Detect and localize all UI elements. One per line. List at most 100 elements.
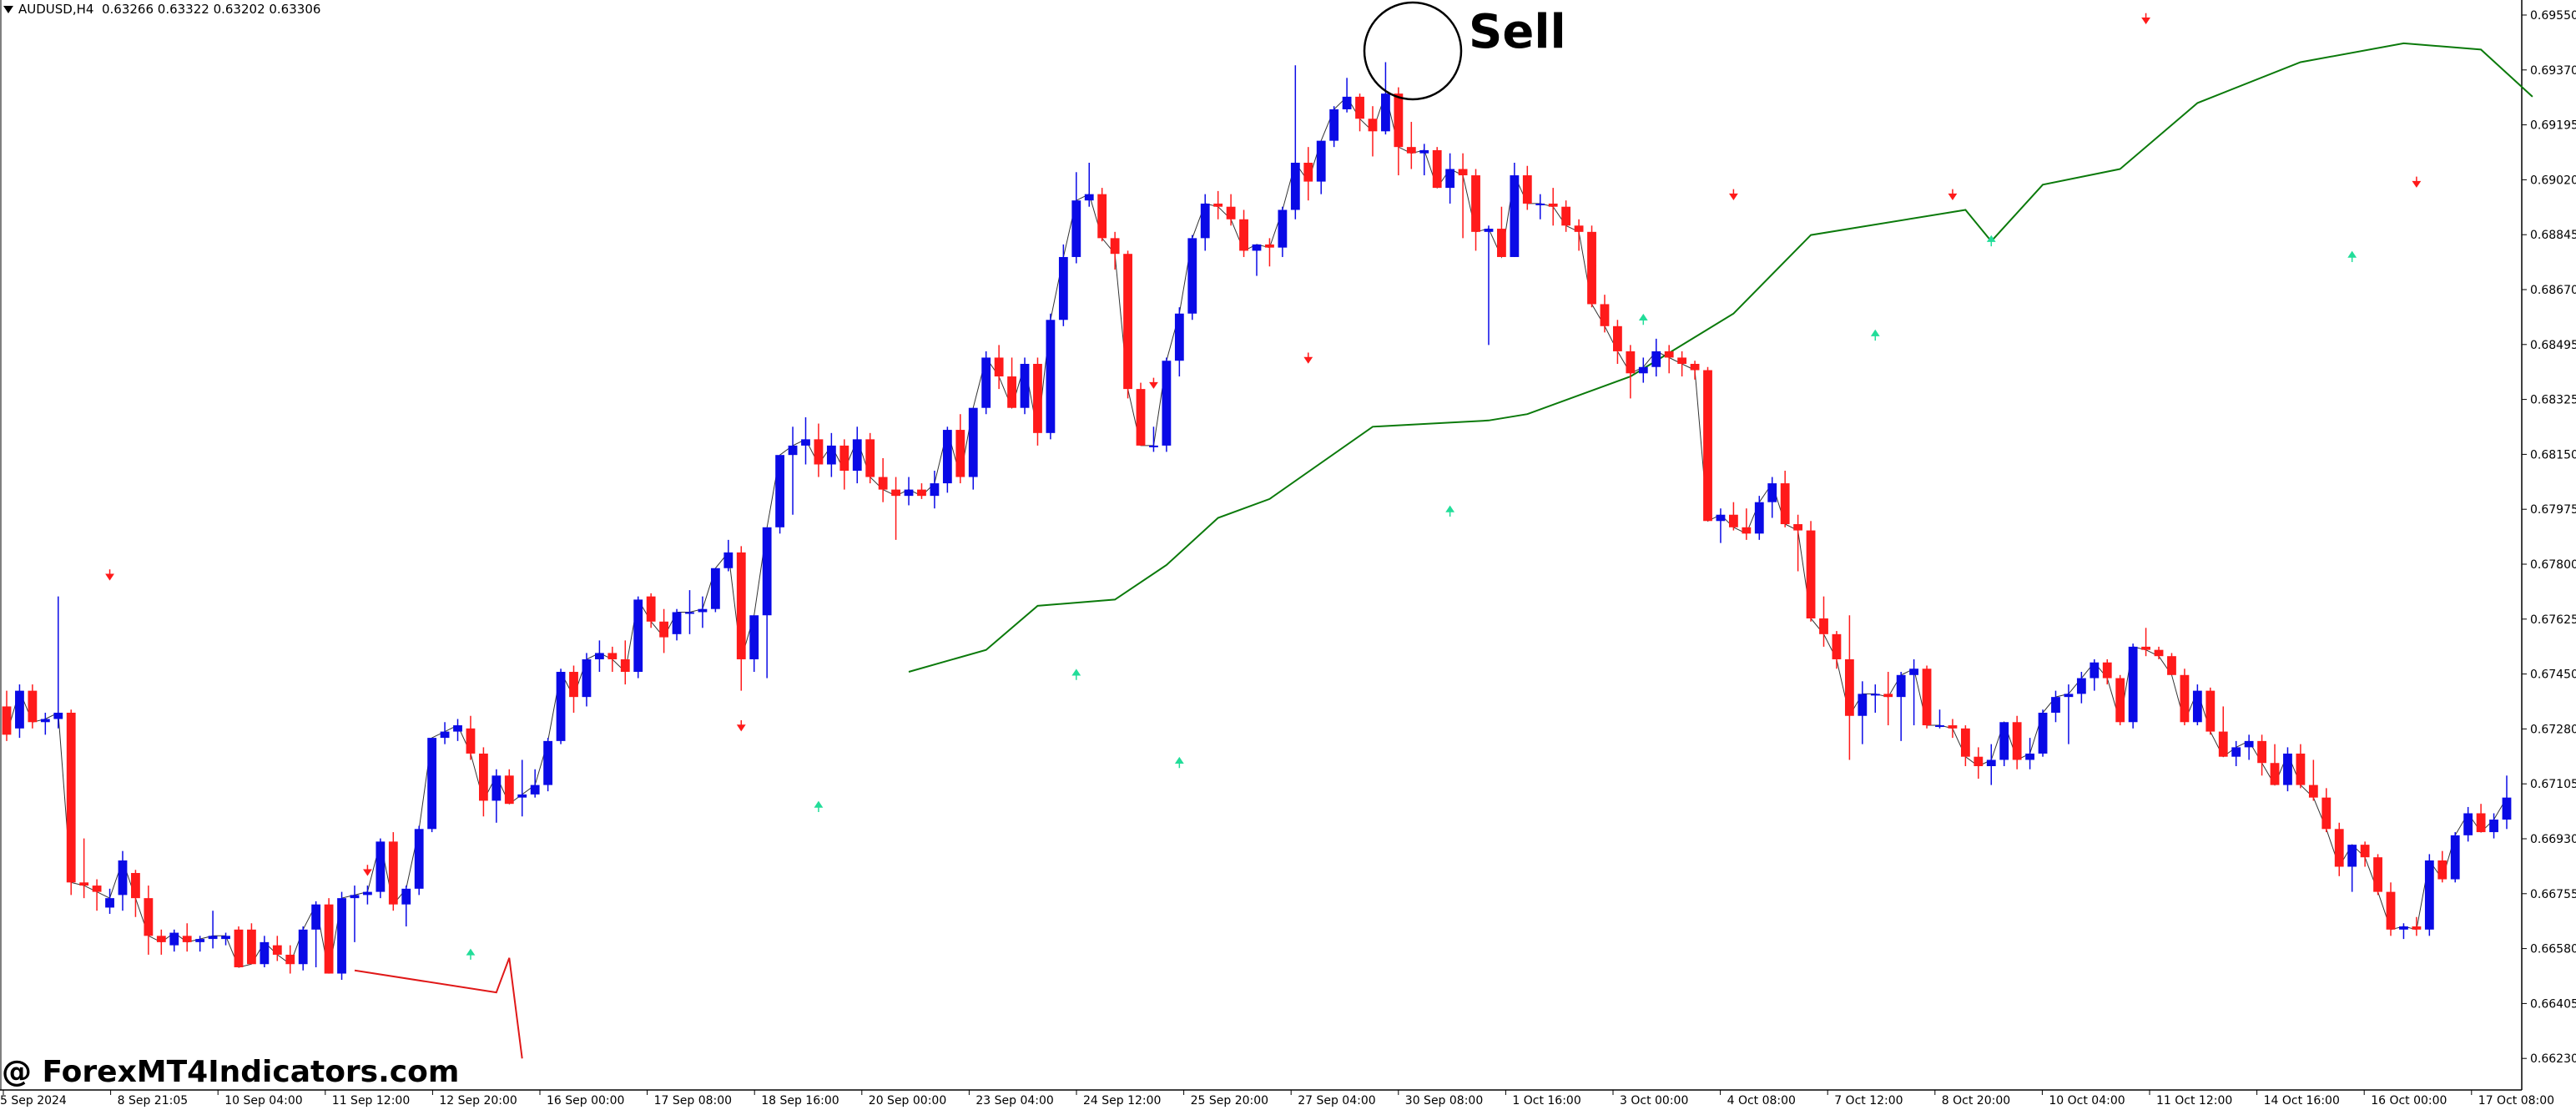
close-price-line — [6, 92, 2508, 974]
x-tick-label: 11 Oct 12:00 — [2156, 1094, 2232, 1107]
sell-arrow-icon — [363, 865, 372, 876]
buy-arrow-icon — [1071, 669, 1081, 680]
bull-candle — [1162, 361, 1172, 446]
bull-candle — [2038, 712, 2048, 754]
bear-candle — [1728, 514, 1738, 527]
bear-candle — [917, 489, 926, 497]
x-tick-label: 27 Sep 04:00 — [1298, 1094, 1375, 1107]
bear-candle — [1110, 238, 1120, 255]
bear-candle — [2, 706, 12, 735]
dropdown-triangle-icon[interactable] — [3, 6, 13, 13]
bull-candle — [826, 445, 836, 465]
bear-candle — [156, 936, 166, 942]
bear-candle — [2308, 785, 2318, 798]
bull-candle — [1071, 200, 1081, 257]
bull-candle — [350, 895, 360, 899]
bull-candle — [1342, 96, 1352, 109]
sell-arrow-icon — [1587, 261, 1596, 273]
y-tick-label: 0.69370 — [2530, 64, 2576, 78]
bear-candle — [66, 712, 76, 883]
bull-candle — [582, 658, 592, 698]
bull-candle — [852, 439, 862, 472]
bear-candle — [1226, 206, 1236, 219]
bear-candle — [1355, 96, 1364, 119]
x-tick-label: 8 Sep 21:05 — [118, 1094, 189, 1107]
bear-candle — [1406, 147, 1416, 154]
bear-candle — [891, 489, 900, 497]
bear-candle — [247, 929, 256, 965]
bear-candle — [955, 430, 965, 477]
bear-candle — [1097, 194, 1107, 239]
bear-candle — [2321, 797, 2332, 830]
x-tick-label: 16 Sep 00:00 — [547, 1094, 624, 1107]
bear-candle — [1265, 244, 1274, 248]
bear-candle — [1432, 149, 1442, 189]
bull-candle — [195, 939, 205, 942]
bull-candle — [1767, 483, 1777, 502]
bear-candle — [2386, 891, 2396, 930]
bear-candle — [2373, 857, 2382, 892]
x-tick-label: 1 Oct 16:00 — [1512, 1094, 1580, 1107]
buy-arrow-icon — [1638, 313, 1648, 325]
x-tick-label: 18 Sep 16:00 — [761, 1094, 839, 1107]
bull-candle — [801, 439, 810, 446]
y-tick-label: 0.66230 — [2530, 1052, 2576, 1066]
bear-candle — [1690, 363, 1700, 371]
bull-candle — [1909, 669, 1919, 675]
bear-candle — [2334, 829, 2344, 867]
axes — [0, 0, 2523, 1091]
bull-candle — [1935, 725, 1944, 728]
bear-candle — [607, 653, 618, 659]
candles — [2, 62, 2512, 981]
bull-candle — [1638, 366, 1648, 374]
ohlc-values: 0.63266 0.63322 0.63202 0.63306 — [101, 2, 321, 17]
bear-candle — [478, 753, 488, 801]
bear-candle — [2412, 926, 2422, 930]
buy-arrow-icon — [1870, 329, 1880, 341]
bull-candle — [672, 612, 682, 634]
x-tick-label: 8 Oct 20:00 — [1942, 1094, 2010, 1107]
bull-candle — [2090, 662, 2100, 679]
bull-candle — [376, 841, 386, 892]
buy-arrow-icon — [1445, 505, 1455, 517]
bull-candle — [981, 357, 991, 408]
bear-candle — [1522, 175, 1532, 204]
bull-candle — [942, 430, 952, 484]
bear-candle — [865, 439, 875, 477]
bull-candle — [2192, 690, 2202, 723]
bull-candle — [788, 445, 798, 456]
bear-candle — [2167, 656, 2176, 675]
bull-candle — [2489, 820, 2498, 833]
bear-candle — [1123, 254, 1132, 390]
bear-candle — [1664, 351, 1674, 358]
bull-candle — [930, 483, 940, 497]
bear-candle — [659, 621, 669, 638]
bull-candle — [311, 904, 321, 930]
bull-candle — [2502, 797, 2512, 820]
buy-arrow-icon — [814, 800, 824, 812]
bear-candle — [878, 477, 888, 490]
bull-candle — [762, 527, 772, 616]
bear-candle — [1974, 756, 1984, 766]
sell-highlight-circle — [1363, 1, 1463, 101]
bull-candle — [723, 552, 733, 568]
x-tick-label: 10 Oct 04:00 — [2049, 1094, 2125, 1107]
symbol-header: AUDUSD,H4 0.63266 0.63322 0.63202 0.6330… — [3, 2, 320, 17]
y-tick-label: 0.67280 — [2530, 723, 2576, 736]
sell-arrow-icon — [1948, 189, 1958, 200]
bull-candle — [221, 936, 230, 940]
bear-candle — [2205, 690, 2216, 732]
bull-candle — [530, 785, 540, 795]
bull-candle — [543, 740, 553, 785]
bear-candle — [1626, 351, 1636, 374]
bull-candle — [414, 829, 424, 889]
bull-candle — [1084, 194, 1094, 201]
bull-candle — [633, 599, 643, 673]
bull-candle — [1020, 363, 1030, 408]
bull-candle — [1252, 244, 1262, 251]
bull-candle — [40, 719, 50, 723]
bull-candle — [1651, 351, 1661, 367]
bull-candle — [53, 712, 63, 719]
